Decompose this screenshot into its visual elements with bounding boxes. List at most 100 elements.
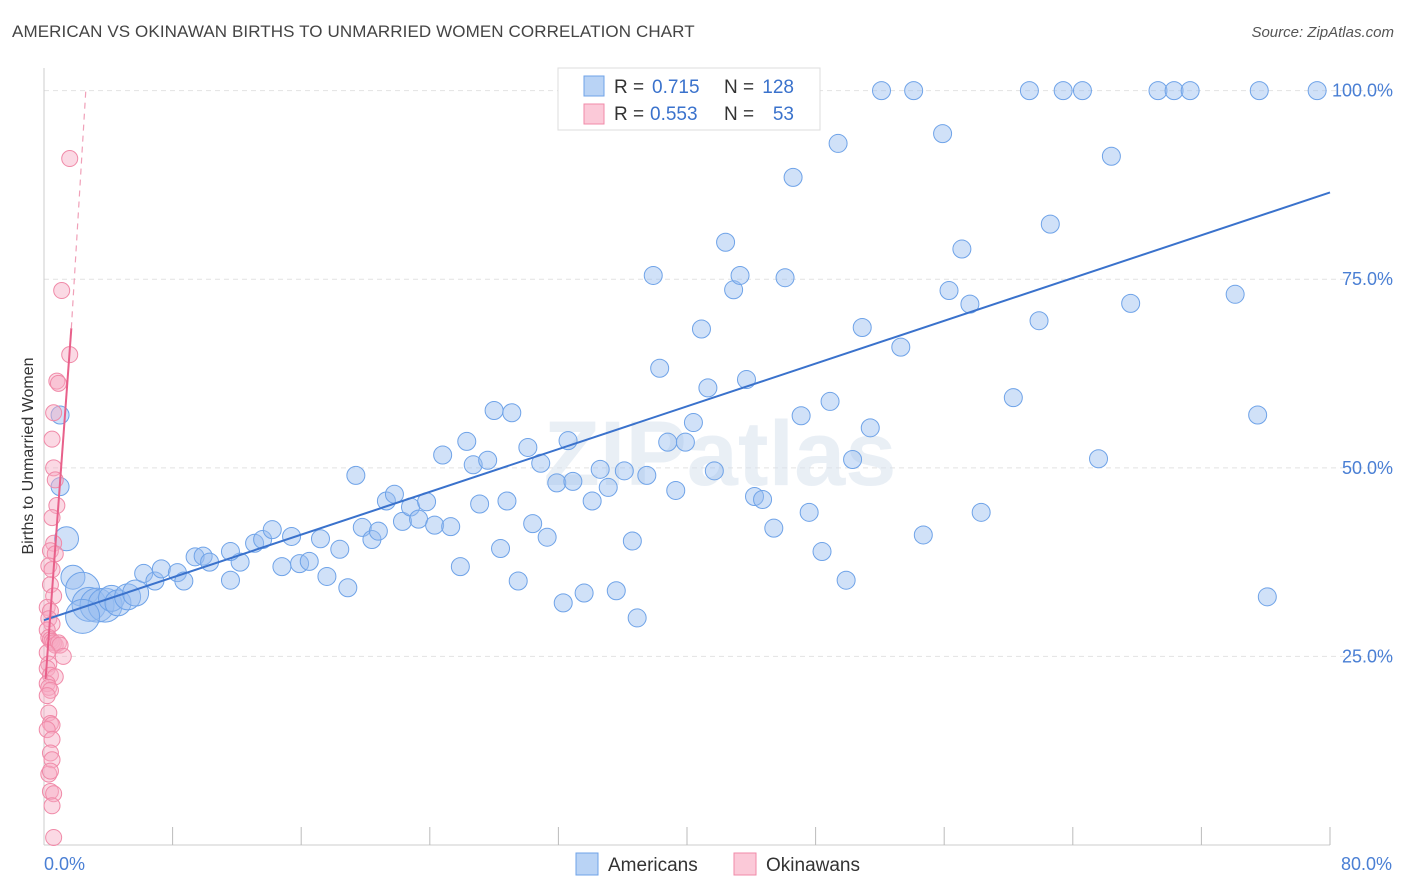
american-point: [478, 450, 498, 470]
american-point: [598, 477, 618, 497]
american-point: [590, 459, 610, 479]
american-point: [1148, 81, 1168, 101]
bottom-legend-americans: Americans: [608, 855, 698, 876]
y-tick-labels: 25.0% 50.0% 75.0% 100.0%: [1332, 81, 1393, 667]
american-point: [230, 552, 250, 572]
american-point: [904, 81, 924, 101]
american-point: [952, 239, 972, 259]
american-point: [637, 465, 657, 485]
american-point: [622, 531, 642, 551]
y-tick-label: 25.0%: [1342, 646, 1393, 666]
american-point: [812, 542, 832, 562]
bottom-legend: Americans Okinawans: [575, 852, 860, 876]
legend-n-value-2: 53: [773, 104, 794, 125]
legend-r-label-1: R =: [614, 77, 644, 98]
american-point: [828, 133, 848, 153]
american-point: [852, 318, 872, 338]
okinawan-point: [51, 636, 69, 654]
american-point: [338, 578, 358, 598]
x-tick-label: 0.0%: [44, 854, 85, 874]
okinawan-point: [45, 404, 63, 422]
okinawan-point: [41, 681, 59, 699]
american-point: [704, 461, 724, 481]
american-point: [627, 608, 647, 628]
american-point: [860, 418, 880, 438]
american-point: [317, 566, 337, 586]
american-point: [537, 527, 557, 547]
american-point: [470, 494, 490, 514]
okinawans-trendline-extension: [70, 90, 87, 329]
american-point: [174, 571, 194, 591]
american-point: [185, 547, 205, 567]
american-point: [939, 281, 959, 301]
american-point: [675, 432, 695, 452]
y-tick-label: 100.0%: [1332, 81, 1393, 101]
okinawan-point: [43, 430, 61, 448]
american-point: [368, 521, 388, 541]
okinawan-point: [43, 797, 61, 815]
okinawan-point: [43, 509, 61, 527]
y-tick-label: 75.0%: [1342, 269, 1393, 289]
x-tick-labels: 0.0% 80.0%: [44, 854, 1392, 874]
okinawan-point: [41, 576, 59, 594]
american-point: [783, 167, 803, 187]
american-point: [346, 465, 366, 485]
american-point: [1248, 405, 1268, 425]
american-point: [1249, 81, 1269, 101]
legend-n-label-1: N =: [724, 77, 754, 98]
watermark: ZIPatlas: [544, 403, 897, 505]
american-point: [508, 571, 528, 591]
american-point: [1225, 284, 1245, 304]
american-point: [441, 517, 461, 537]
american-point: [463, 455, 483, 475]
american-point: [1029, 311, 1049, 331]
american-point: [799, 502, 819, 522]
bottom-legend-okinawans: Okinawans: [766, 855, 860, 876]
legend-r-value-2: 0.553: [650, 104, 698, 125]
american-point: [683, 413, 703, 433]
okinawan-point: [40, 765, 58, 783]
legend-r-label-2: R =: [614, 104, 644, 125]
grid-lines: [44, 90, 1394, 657]
american-point: [518, 437, 538, 457]
american-point: [151, 559, 171, 579]
okinawan-point: [49, 374, 67, 392]
american-point: [836, 570, 856, 590]
american-point: [282, 526, 302, 546]
okinawan-point: [43, 730, 61, 748]
x-tick-label: 80.0%: [1341, 854, 1392, 874]
american-point: [891, 337, 911, 357]
bottom-legend-swatch-okinawans: [733, 852, 757, 876]
trendlines: [43, 90, 1331, 680]
american-point: [330, 539, 350, 559]
american-point: [764, 518, 784, 538]
american-point: [1121, 293, 1141, 313]
american-point: [1019, 81, 1039, 101]
american-point: [698, 378, 718, 398]
american-point: [497, 491, 517, 511]
american-point: [299, 551, 319, 571]
american-point: [65, 598, 101, 634]
okinawan-point: [41, 782, 59, 800]
american-point: [791, 406, 811, 426]
american-point: [614, 461, 634, 481]
american-point: [491, 539, 511, 559]
american-point: [1003, 388, 1023, 408]
source-label: Source: ZipAtlas.com: [1251, 24, 1394, 41]
american-point: [290, 554, 310, 574]
american-point: [262, 520, 282, 540]
american-point: [409, 509, 429, 529]
okinawan-point: [61, 150, 79, 168]
americans-points: [50, 81, 1327, 634]
american-point: [658, 432, 678, 452]
american-point: [730, 265, 750, 285]
american-point: [272, 557, 292, 577]
american-point: [1164, 81, 1184, 101]
american-point: [913, 525, 933, 545]
okinawan-point: [43, 716, 61, 734]
american-point: [484, 400, 504, 420]
american-point: [753, 489, 773, 509]
american-point: [54, 526, 80, 552]
american-point: [933, 124, 953, 144]
